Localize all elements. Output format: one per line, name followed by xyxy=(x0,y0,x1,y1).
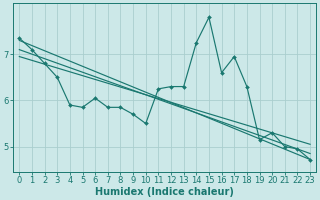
X-axis label: Humidex (Indice chaleur): Humidex (Indice chaleur) xyxy=(95,187,234,197)
